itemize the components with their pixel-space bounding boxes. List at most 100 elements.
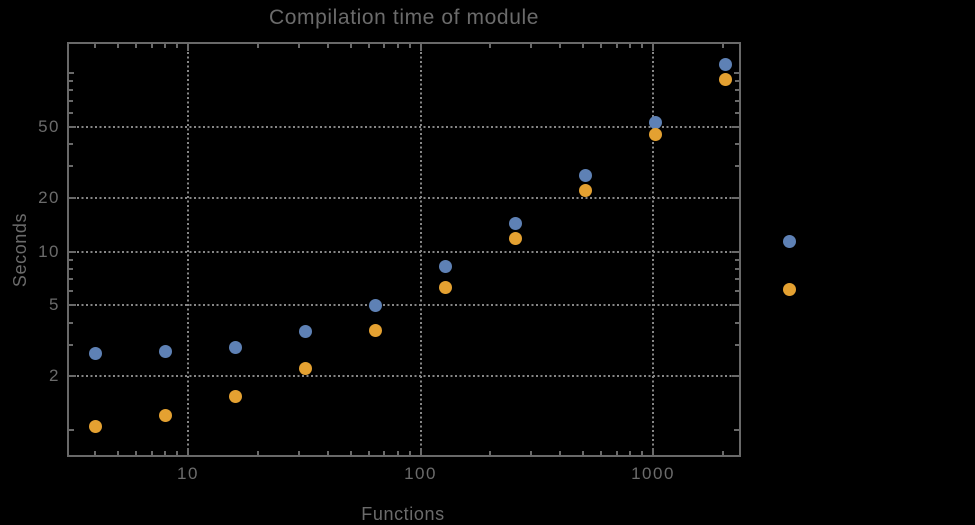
x-tick-mark [559,451,562,455]
y-tick-label: 50 [38,116,60,136]
y-tick-mark [732,250,739,253]
x-tick-mark [721,44,724,48]
data-point-blue-series [718,57,732,71]
x-gridline [187,43,189,456]
y-tick-mark [69,165,73,168]
plot-frame-bottom [67,455,741,457]
y-tick-mark [732,125,739,128]
y-tick-mark [69,125,76,128]
y-gridline [68,375,740,378]
x-tick-mark [641,44,644,48]
data-point-blue-series [508,217,522,231]
y-tick-mark [735,165,739,168]
x-tick-mark [256,451,259,455]
x-tick-mark [94,44,97,48]
y-tick-mark [735,80,739,83]
y-tick-mark [69,321,73,324]
data-point-blue-series [578,169,592,183]
data-point-orange-series [578,183,592,197]
x-tick-mark [256,44,259,48]
x-tick-mark [367,451,370,455]
y-tick-mark [69,304,76,307]
data-point-orange-series [718,72,732,86]
x-tick-mark [297,44,300,48]
x-tick-label: 10 [177,464,199,483]
y-tick-mark [735,267,739,270]
x-tick-mark [94,451,97,455]
x-tick-mark [582,451,584,455]
x-tick-mark [164,451,167,455]
data-point-blue-series [298,325,312,339]
x-tick-mark [615,451,618,455]
x-tick-mark [187,44,189,51]
plot-frame-top [67,42,741,44]
x-tick-mark [419,44,422,51]
data-point-blue-series [368,298,382,312]
x-tick-mark [150,44,153,48]
data-point-orange-series [88,420,102,434]
x-tick-mark [176,44,179,48]
y-tick-mark [734,72,739,74]
x-axis-label: Functions [361,504,445,524]
y-tick-mark [735,99,739,102]
y-gridline [68,250,740,253]
x-tick-mark [326,451,329,455]
y-tick-mark [735,321,739,324]
y-tick-mark [735,258,739,261]
x-tick-mark [326,44,329,48]
x-tick-mark [150,451,153,455]
y-tick-mark [732,304,739,307]
data-point-blue-series [158,345,172,359]
x-tick-label: 100 [404,464,437,483]
x-tick-mark [367,44,370,48]
data-point-orange-series [648,128,662,142]
y-tick-mark [735,143,739,146]
y-tick-mark [69,290,73,293]
y-gridline [68,196,740,199]
x-tick-mark [164,44,167,48]
y-tick-mark [69,267,73,270]
x-tick-mark [349,451,352,455]
data-point-blue-series [438,260,452,274]
y-tick-label: 20 [38,187,60,207]
y-tick-mark [735,278,739,281]
y-tick-mark [69,343,73,346]
x-tick-mark [408,44,411,48]
x-tick-mark [383,44,386,48]
x-tick-mark [721,451,724,455]
y-tick-mark [69,99,73,102]
data-point-blue-series [228,340,242,354]
x-tick-mark [629,44,632,48]
x-tick-mark [629,451,632,455]
x-tick-mark [582,44,584,48]
legend-marker-orange-series-marker [782,282,796,296]
data-point-orange-series [228,389,242,403]
y-tick-mark [735,89,739,92]
x-tick-mark [396,451,399,455]
x-tick-mark [652,44,654,51]
y-tick-label: 2 [49,366,60,386]
x-tick-mark [176,451,179,455]
x-tick-mark [117,44,119,48]
y-gridline [68,304,740,307]
plot-frame-left [67,42,69,457]
y-tick-mark [69,80,73,83]
data-point-orange-series [158,409,172,423]
x-tick-mark [641,451,644,455]
data-point-blue-series [88,346,102,360]
y-tick-mark [69,278,73,281]
x-tick-mark [489,44,492,48]
data-point-orange-series [298,362,312,376]
x-tick-mark [297,451,300,455]
x-tick-mark [530,44,533,48]
plot-frame-right [739,42,741,457]
x-tick-mark [117,451,119,455]
y-tick-mark [69,250,76,253]
x-tick-label: 1000 [631,464,675,483]
x-tick-mark [135,451,138,455]
x-tick-mark [187,448,189,455]
y-tick-mark [69,111,73,114]
data-point-orange-series [368,324,382,338]
